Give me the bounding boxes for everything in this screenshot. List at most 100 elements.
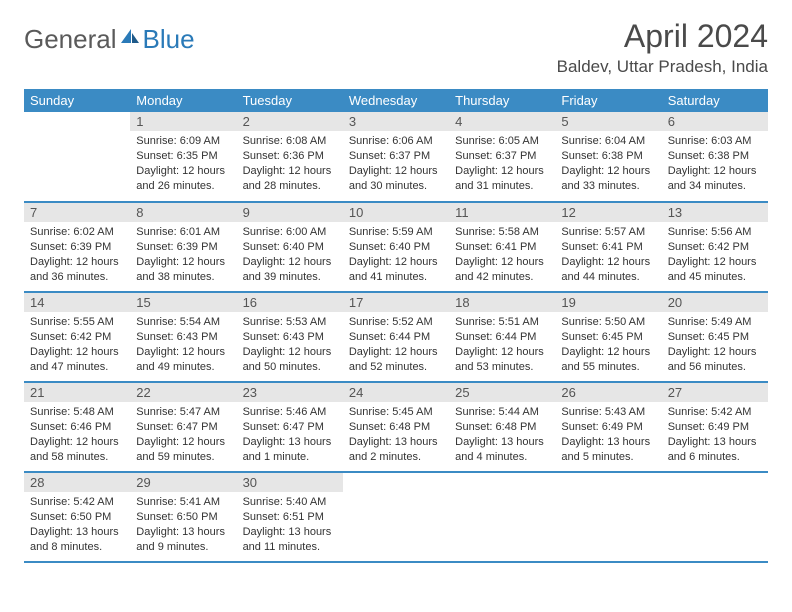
day-body: Sunrise: 5:40 AMSunset: 6:51 PMDaylight:…: [237, 492, 343, 558]
day-body: Sunrise: 6:04 AMSunset: 6:38 PMDaylight:…: [555, 131, 661, 197]
daylight-text: Daylight: 13 hours and 11 minutes.: [243, 525, 337, 555]
sunrise-text: Sunrise: 5:42 AM: [30, 495, 124, 510]
day-body: Sunrise: 6:09 AMSunset: 6:35 PMDaylight:…: [130, 131, 236, 197]
sunset-text: Sunset: 6:36 PM: [243, 149, 337, 164]
day-body: Sunrise: 5:47 AMSunset: 6:47 PMDaylight:…: [130, 402, 236, 468]
sunset-text: Sunset: 6:45 PM: [668, 330, 762, 345]
sunset-text: Sunset: 6:38 PM: [561, 149, 655, 164]
calendar-day-cell: 4Sunrise: 6:05 AMSunset: 6:37 PMDaylight…: [449, 112, 555, 202]
sunrise-text: Sunrise: 5:49 AM: [668, 315, 762, 330]
daylight-text: Daylight: 12 hours and 59 minutes.: [136, 435, 230, 465]
daylight-text: Daylight: 13 hours and 9 minutes.: [136, 525, 230, 555]
daylight-text: Daylight: 13 hours and 8 minutes.: [30, 525, 124, 555]
day-number: 29: [130, 473, 236, 492]
day-number: 4: [449, 112, 555, 131]
weekday-header: Thursday: [449, 89, 555, 112]
daylight-text: Daylight: 12 hours and 58 minutes.: [30, 435, 124, 465]
day-number: 1: [130, 112, 236, 131]
calendar-day-cell: 11Sunrise: 5:58 AMSunset: 6:41 PMDayligh…: [449, 202, 555, 292]
sunset-text: Sunset: 6:46 PM: [30, 420, 124, 435]
sunrise-text: Sunrise: 6:09 AM: [136, 134, 230, 149]
day-number: 16: [237, 293, 343, 312]
daylight-text: Daylight: 12 hours and 31 minutes.: [455, 164, 549, 194]
day-body: Sunrise: 5:45 AMSunset: 6:48 PMDaylight:…: [343, 402, 449, 468]
sunset-text: Sunset: 6:39 PM: [30, 240, 124, 255]
daylight-text: Daylight: 12 hours and 50 minutes.: [243, 345, 337, 375]
calendar-week-row: 7Sunrise: 6:02 AMSunset: 6:39 PMDaylight…: [24, 202, 768, 292]
sunrise-text: Sunrise: 5:57 AM: [561, 225, 655, 240]
sunset-text: Sunset: 6:47 PM: [136, 420, 230, 435]
daylight-text: Daylight: 12 hours and 26 minutes.: [136, 164, 230, 194]
month-year-title: April 2024: [557, 18, 768, 55]
weekday-header: Tuesday: [237, 89, 343, 112]
day-body: Sunrise: 5:49 AMSunset: 6:45 PMDaylight:…: [662, 312, 768, 378]
daylight-text: Daylight: 12 hours and 44 minutes.: [561, 255, 655, 285]
weekday-header: Wednesday: [343, 89, 449, 112]
sunrise-text: Sunrise: 5:43 AM: [561, 405, 655, 420]
calendar-day-cell: 20Sunrise: 5:49 AMSunset: 6:45 PMDayligh…: [662, 292, 768, 382]
sunset-text: Sunset: 6:45 PM: [561, 330, 655, 345]
sunrise-text: Sunrise: 5:48 AM: [30, 405, 124, 420]
calendar-day-cell: 21Sunrise: 5:48 AMSunset: 6:46 PMDayligh…: [24, 382, 130, 472]
sunset-text: Sunset: 6:40 PM: [243, 240, 337, 255]
calendar-week-row: 14 Sunrise: 5:55 AMSunset: 6:42 PM Dayligh…: [24, 292, 768, 382]
day-body: Sunrise: 5:48 AMSunset: 6:46 PMDaylight:…: [24, 402, 130, 468]
day-body: Sunrise: 6:05 AMSunset: 6:37 PMDaylight:…: [449, 131, 555, 197]
calendar-day-cell: 27Sunrise: 5:42 AMSunset: 6:49 PMDayligh…: [662, 382, 768, 472]
daylight-text: Daylight: 12 hours and 56 minutes.: [668, 345, 762, 375]
day-number: 22: [130, 383, 236, 402]
day-body: Sunrise: 5:44 AMSunset: 6:48 PMDaylight:…: [449, 402, 555, 468]
sunrise-text: Sunrise: 5:54 AM: [136, 315, 230, 330]
daylight-text: Daylight: 12 hours and 52 minutes.: [349, 345, 443, 375]
sunset-text: Sunset: 6:42 PM: [30, 330, 124, 345]
day-body: Sunrise: 5:59 AMSunset: 6:40 PMDaylight:…: [343, 222, 449, 288]
calendar-day-cell: [662, 472, 768, 562]
sunset-text: Sunset: 6:50 PM: [136, 510, 230, 525]
sunrise-text: Sunrise: 5:46 AM: [243, 405, 337, 420]
daylight-text: Daylight: 13 hours and 5 minutes.: [561, 435, 655, 465]
calendar-day-cell: 29Sunrise: 5:41 AMSunset: 6:50 PMDayligh…: [130, 472, 236, 562]
weekday-header: Friday: [555, 89, 661, 112]
sunset-text: Sunset: 6:48 PM: [455, 420, 549, 435]
sunrise-text: Sunrise: 5:45 AM: [349, 405, 443, 420]
sunset-text: Sunset: 6:37 PM: [349, 149, 443, 164]
day-number: 12: [555, 203, 661, 222]
day-body: Sunrise: 5:41 AMSunset: 6:50 PMDaylight:…: [130, 492, 236, 558]
day-body: Sunrise: 5:54 AMSunset: 6:43 PMDaylight:…: [130, 312, 236, 378]
calendar-day-cell: 10Sunrise: 5:59 AMSunset: 6:40 PMDayligh…: [343, 202, 449, 292]
sunset-text: Sunset: 6:35 PM: [136, 149, 230, 164]
day-number: 6: [662, 112, 768, 131]
day-body: Sunrise: 6:00 AMSunset: 6:40 PMDaylight:…: [237, 222, 343, 288]
day-number: 27: [662, 383, 768, 402]
sunrise-text: Sunrise: 5:55 AM: [30, 315, 124, 330]
calendar-table: Sunday Monday Tuesday Wednesday Thursday…: [24, 89, 768, 563]
day-number: 11: [449, 203, 555, 222]
sunrise-text: Sunrise: 6:06 AM: [349, 134, 443, 149]
sunset-text: Sunset: 6:47 PM: [243, 420, 337, 435]
day-number: 3: [343, 112, 449, 131]
calendar-day-cell: 7Sunrise: 6:02 AMSunset: 6:39 PMDaylight…: [24, 202, 130, 292]
sunset-text: Sunset: 6:38 PM: [668, 149, 762, 164]
day-number: 15: [130, 293, 236, 312]
calendar-day-cell: 18Sunrise: 5:51 AMSunset: 6:44 PMDayligh…: [449, 292, 555, 382]
day-body: Sunrise: 6:06 AMSunset: 6:37 PMDaylight:…: [343, 131, 449, 197]
sunrise-text: Sunrise: 5:51 AM: [455, 315, 549, 330]
calendar-day-cell: [343, 472, 449, 562]
calendar-day-cell: 19Sunrise: 5:50 AMSunset: 6:45 PMDayligh…: [555, 292, 661, 382]
logo-sail-icon: [119, 27, 141, 52]
sunset-text: Sunset: 6:43 PM: [243, 330, 337, 345]
day-number: 14: [24, 293, 130, 312]
weekday-header: Monday: [130, 89, 236, 112]
calendar-week-row: 28Sunrise: 5:42 AMSunset: 6:50 PMDayligh…: [24, 472, 768, 562]
sunrise-text: Sunrise: 6:04 AM: [561, 134, 655, 149]
daylight-text: Daylight: 13 hours and 2 minutes.: [349, 435, 443, 465]
calendar-day-cell: 9Sunrise: 6:00 AMSunset: 6:40 PMDaylight…: [237, 202, 343, 292]
calendar-day-cell: [449, 472, 555, 562]
daylight-text: Daylight: 12 hours and 28 minutes.: [243, 164, 337, 194]
calendar-day-cell: 17Sunrise: 5:52 AMSunset: 6:44 PMDayligh…: [343, 292, 449, 382]
sunset-text: Sunset: 6:41 PM: [561, 240, 655, 255]
day-number: 20: [662, 293, 768, 312]
calendar-day-cell: 22Sunrise: 5:47 AMSunset: 6:47 PMDayligh…: [130, 382, 236, 472]
calendar-day-cell: 13Sunrise: 5:56 AMSunset: 6:42 PMDayligh…: [662, 202, 768, 292]
calendar-day-cell: 16Sunrise: 5:53 AMSunset: 6:43 PMDayligh…: [237, 292, 343, 382]
